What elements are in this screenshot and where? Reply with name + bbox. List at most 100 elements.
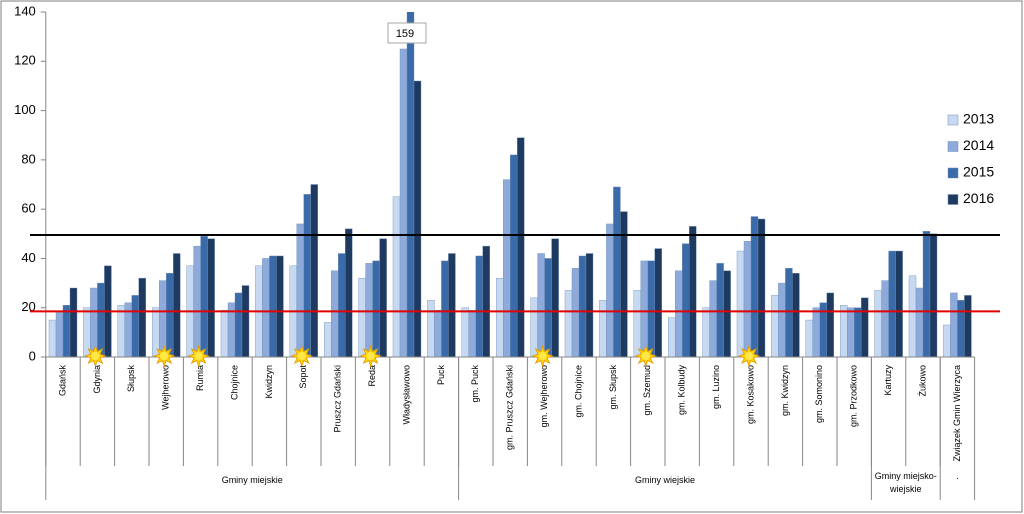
sun-icon-core xyxy=(641,352,650,360)
bar xyxy=(805,319,813,357)
bar xyxy=(138,277,147,357)
x-tick-label: Pruszcz Gdański xyxy=(333,365,343,433)
group-label: . xyxy=(956,471,959,481)
bar xyxy=(510,154,518,357)
bar xyxy=(564,290,573,357)
bar xyxy=(276,255,284,357)
bar xyxy=(200,236,208,357)
bar xyxy=(736,250,745,357)
bar xyxy=(345,228,353,357)
bar xyxy=(413,80,422,357)
x-tick-label: Chojnice xyxy=(229,365,239,400)
y-tick-label: 60 xyxy=(21,201,35,216)
bar xyxy=(578,255,587,357)
bar xyxy=(358,277,366,357)
bar xyxy=(689,226,697,357)
x-tick-label: gm. Pruszcz Gdański xyxy=(505,365,515,450)
x-tick-label: Związek Gmin Wierzyca xyxy=(952,365,962,462)
bar xyxy=(331,270,339,357)
bar xyxy=(461,307,469,357)
bar xyxy=(668,317,676,357)
x-tick-label: Kwidzyn xyxy=(264,365,274,399)
data-label-box xyxy=(387,22,427,44)
y-tick-label: 40 xyxy=(21,250,35,265)
bar xyxy=(55,312,64,357)
bar xyxy=(778,282,786,357)
y-tick-label: 120 xyxy=(14,53,36,68)
x-tick-label: Gdańsk xyxy=(57,365,67,397)
x-tick-label: gm. Kosakowo xyxy=(745,365,755,424)
bar xyxy=(585,253,594,357)
bar xyxy=(434,309,442,357)
bar xyxy=(771,295,779,357)
sun-icon-core xyxy=(745,352,753,360)
bar xyxy=(468,309,476,357)
bar xyxy=(296,223,304,357)
bar xyxy=(812,307,820,357)
data-label: 159 xyxy=(396,28,414,40)
legend-swatch xyxy=(947,194,959,205)
bar xyxy=(303,194,311,357)
bar xyxy=(131,295,140,357)
bar xyxy=(406,12,415,357)
sun-icon-core xyxy=(194,352,203,360)
bar xyxy=(517,137,525,357)
bar xyxy=(682,243,690,357)
bar xyxy=(97,282,105,357)
y-tick-label: 100 xyxy=(14,102,36,117)
bar xyxy=(220,309,229,357)
bar xyxy=(854,307,862,357)
bar xyxy=(964,295,972,357)
sun-icon-core xyxy=(91,352,100,360)
x-tick-label: Reda xyxy=(367,365,377,387)
bar xyxy=(530,297,538,357)
bar xyxy=(620,211,628,357)
bar xyxy=(172,253,181,357)
sun-icon-core xyxy=(366,352,375,360)
legend-label: 2015 xyxy=(963,164,994,180)
bar xyxy=(475,255,483,357)
bar xyxy=(750,216,759,357)
bar xyxy=(606,223,614,357)
bar xyxy=(48,319,57,357)
bar xyxy=(234,292,243,357)
x-tick-label: gm. Chojnice xyxy=(573,365,583,418)
bar xyxy=(826,292,834,357)
y-tick-label: 140 xyxy=(14,3,36,18)
bar xyxy=(840,305,848,357)
bar xyxy=(441,260,449,357)
legend-label: 2016 xyxy=(963,190,994,206)
bar xyxy=(551,238,559,357)
bar xyxy=(895,250,903,357)
bar xyxy=(792,273,800,357)
y-tick-label: 20 xyxy=(21,299,35,314)
bar xyxy=(338,253,346,357)
bar xyxy=(888,250,896,357)
sun-icon-core xyxy=(297,352,306,360)
bar xyxy=(571,268,580,357)
bar xyxy=(537,253,545,357)
plot-area xyxy=(48,12,972,357)
bar xyxy=(743,240,752,357)
sun-icon-core xyxy=(160,352,169,360)
legend-swatch xyxy=(947,167,959,179)
x-tick-label: Władysławowo xyxy=(401,365,411,425)
bar xyxy=(392,196,401,357)
bar xyxy=(241,285,250,357)
bar xyxy=(379,238,387,357)
bar xyxy=(757,218,766,357)
bar xyxy=(915,287,924,357)
x-tick-label: gm. Luzino xyxy=(711,365,721,409)
sun-icon-core xyxy=(538,352,547,360)
bar xyxy=(544,258,552,357)
legend-swatch xyxy=(947,114,959,126)
legend-label: 2013 xyxy=(963,111,994,127)
bar xyxy=(158,280,167,357)
x-tick-label: Wejherowo xyxy=(161,365,171,410)
bar xyxy=(503,179,511,357)
bar xyxy=(599,300,607,357)
bar xyxy=(943,324,951,357)
bar xyxy=(874,290,882,357)
bar xyxy=(90,287,98,357)
